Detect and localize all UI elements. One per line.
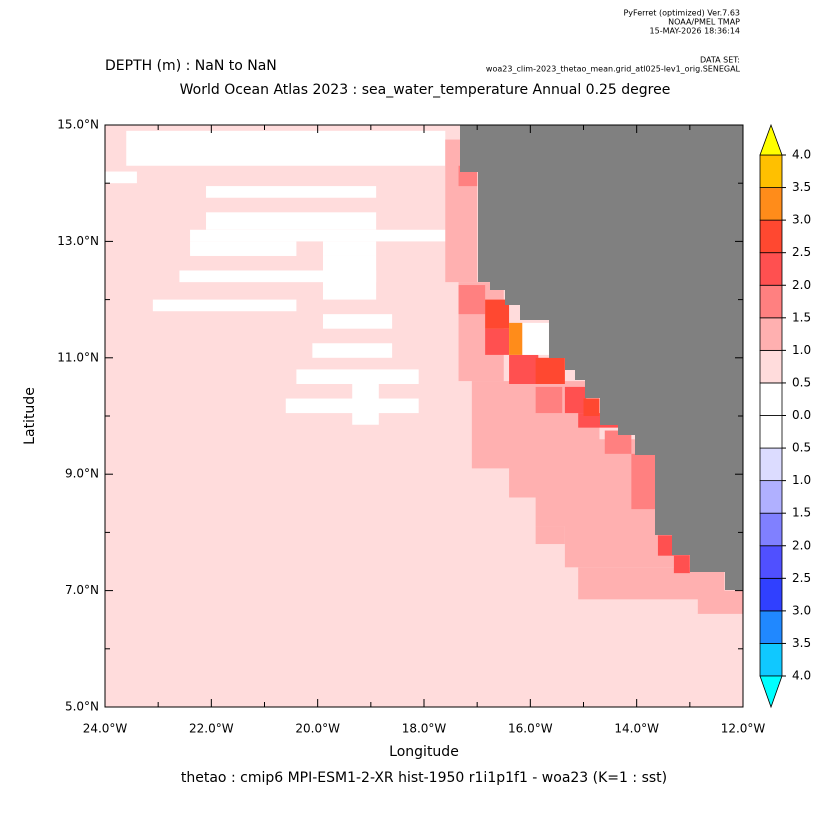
colorbar-label: 4.0 (792, 148, 811, 162)
cell (697, 590, 743, 614)
colorbar-swatch (759, 219, 783, 254)
colorbar-swatch (759, 187, 783, 221)
colorbar-label: 0.0 (792, 408, 811, 422)
colorbar-over (759, 123, 783, 156)
cell (458, 285, 486, 315)
colorbar-label: 0.5 (792, 441, 811, 455)
colorbar-swatch (759, 643, 783, 677)
land (460, 125, 743, 590)
cell (322, 241, 377, 256)
x-axis-label: Longitude (389, 744, 459, 760)
cell (105, 171, 137, 184)
cell (190, 229, 462, 242)
colorbar-label: 1.5 (792, 506, 811, 520)
cell (190, 241, 297, 256)
org-label: NOAA/PMEL TMAP (668, 18, 740, 27)
x-tick-label: 22.0°W (189, 722, 234, 736)
colorbar-swatch (759, 610, 783, 644)
colorbar-label: 3.5 (792, 636, 811, 650)
colorbar-label: 0.5 (792, 375, 811, 389)
cell (322, 314, 393, 329)
x-tick-label: 20.0°W (295, 722, 340, 736)
colorbar-swatch (759, 284, 783, 319)
colorbar-label: 2.0 (792, 278, 811, 292)
colorbar-swatch (759, 512, 783, 547)
cell (352, 383, 379, 425)
cell (509, 354, 539, 384)
colorbar-label: 3.0 (792, 213, 811, 227)
cell (631, 453, 656, 510)
cell (564, 386, 587, 414)
cell (485, 328, 510, 355)
y-tick-label: 11.0°N (57, 350, 99, 364)
date-label: 15-MAY-2026 18:36:14 (650, 27, 740, 36)
software-label: PyFerret (optimized) Ver.7.63 (623, 9, 740, 18)
y-tick-label: 13.0°N (57, 234, 99, 248)
x-tick-label: 18.0°W (402, 722, 447, 736)
x-tick-label: 14.0°W (614, 722, 659, 736)
colorbar-label: 1.0 (792, 343, 811, 357)
cell (179, 270, 377, 283)
colorbar-label: 3.5 (792, 180, 811, 194)
cell (535, 526, 565, 545)
cell (296, 369, 419, 384)
cell (535, 386, 563, 414)
y-tick-label: 5.0°N (65, 700, 99, 714)
y-tick-label: 7.0°N (65, 583, 99, 597)
colorbar-swatch (759, 545, 783, 579)
footer: thetao : cmip6 MPI-ESM1-2-XR hist-1950 r… (181, 770, 667, 786)
cell (312, 343, 393, 358)
dataset-label: DATA SET: (700, 56, 740, 65)
colorbar-label: 1.0 (792, 473, 811, 487)
colorbar-swatch (759, 480, 783, 514)
colorbar-label: 2.5 (792, 245, 811, 259)
colorbar-swatch (759, 447, 783, 482)
cell (604, 430, 632, 454)
colorbar-swatch (759, 252, 783, 286)
colorbar-label: 2.0 (792, 538, 811, 552)
colorbar-label: 3.0 (792, 603, 811, 617)
colorbar-label: 4.0 (792, 669, 811, 683)
colorbar-under (759, 675, 783, 709)
colorbar-label: 2.5 (792, 571, 811, 585)
cell (206, 186, 377, 198)
cell (673, 555, 690, 574)
colorbar-swatch (759, 317, 783, 351)
cell (583, 398, 600, 416)
x-tick-label: 12.0°W (721, 722, 766, 736)
y-tick-label: 9.0°N (65, 467, 99, 481)
cell (522, 322, 549, 355)
colorbar-swatch (759, 382, 783, 416)
cell (535, 357, 565, 384)
cell (509, 322, 523, 355)
colorbar-swatch (759, 154, 783, 188)
colorbar-label: 1.5 (792, 310, 811, 324)
cell (206, 212, 377, 230)
y-axis-label: Latitude (22, 387, 38, 445)
subtitle: DEPTH (m) : NaN to NaN (105, 58, 277, 74)
cell (152, 299, 297, 312)
x-tick-label: 24.0°W (83, 722, 128, 736)
dataset-name: woa23_clim-2023_thetao_mean.grid_atl025-… (486, 65, 741, 74)
colorbar-swatch (759, 415, 783, 449)
x-tick-label: 16.0°W (508, 722, 553, 736)
colorbar-swatch (759, 349, 783, 384)
y-tick-label: 15.0°N (57, 118, 99, 132)
cell (126, 130, 446, 166)
colorbar-swatch (759, 577, 783, 612)
chart-title: World Ocean Atlas 2023 : sea_water_tempe… (180, 82, 671, 98)
cell (485, 299, 510, 329)
cell (322, 255, 377, 300)
